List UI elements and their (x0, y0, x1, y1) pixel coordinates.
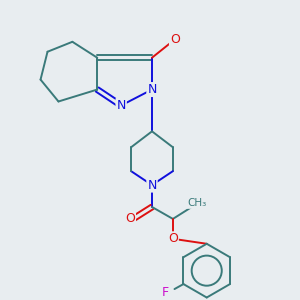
Text: CH₃: CH₃ (187, 198, 206, 208)
Text: O: O (125, 212, 135, 225)
Text: N: N (147, 178, 157, 192)
Text: N: N (147, 83, 157, 96)
Text: N: N (116, 99, 126, 112)
Text: O: O (170, 33, 180, 46)
Text: O: O (168, 232, 178, 245)
Text: F: F (162, 286, 169, 298)
